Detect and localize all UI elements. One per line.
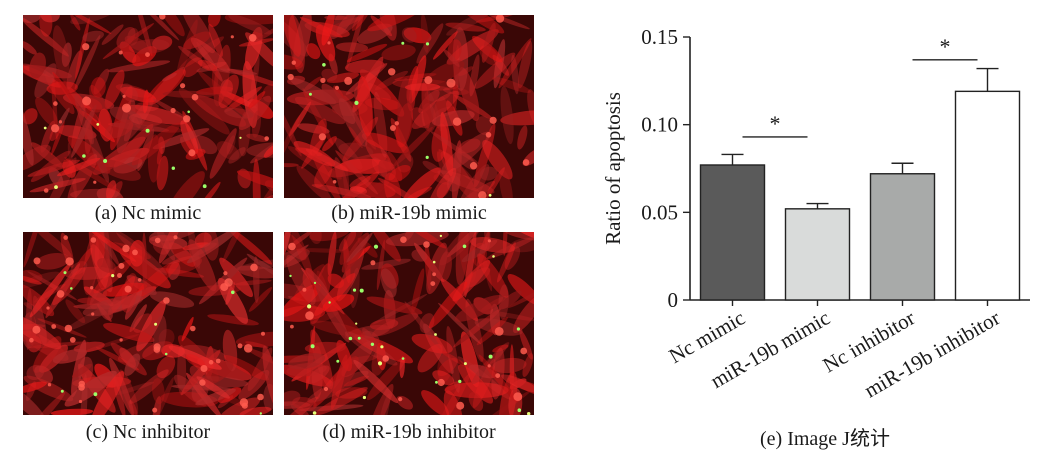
apoptotic-cell-dot: [458, 379, 462, 384]
micro-image-b: [284, 15, 534, 198]
micro-caption-c: (c) Nc inhibitor: [85, 421, 211, 443]
apoptotic-cell-dot: [322, 63, 326, 67]
apoptotic-cell-dot: [362, 395, 366, 400]
apoptotic-cell-dot: [111, 274, 115, 278]
apoptotic-cell-dot: [308, 92, 312, 96]
bar: [954, 90, 1021, 301]
apoptotic-cell-dot: [370, 342, 375, 346]
apoptotic-cell-dot: [82, 154, 86, 158]
apoptotic-cell-dot: [425, 42, 430, 46]
micro-image-a: [23, 15, 273, 198]
apoptotic-cell-dot: [377, 361, 383, 366]
micro-image-c: [23, 232, 273, 415]
apoptotic-cell-dot: [352, 288, 357, 292]
y-tick-label: 0.15: [641, 25, 678, 49]
apoptotic-cell-dot: [435, 380, 438, 384]
y-tick-label: 0.10: [641, 113, 678, 137]
apoptotic-cell-dot: [425, 155, 429, 159]
apoptotic-cell-dot: [348, 336, 353, 341]
apoptotic-cell-dot: [96, 123, 100, 126]
micro-image-d: [284, 232, 534, 415]
apoptotic-cell-dot: [60, 389, 64, 393]
apoptotic-cell-dot: [401, 41, 405, 45]
apoptotic-cell-dot: [239, 136, 242, 139]
apoptotic-cell-dot: [462, 244, 467, 249]
apoptotic-cell-dot: [70, 287, 73, 290]
apoptotic-cell-dot: [313, 281, 317, 285]
apoptotic-cell-dot: [373, 244, 379, 249]
apoptotic-cell-dot: [336, 359, 340, 363]
apoptotic-cell-dot: [63, 271, 67, 275]
apoptotic-cell-dot: [516, 327, 520, 331]
apoptotic-cell-dot: [164, 352, 168, 356]
apoptotic-cell-dot: [488, 193, 492, 197]
apoptotic-cell-dot: [310, 344, 315, 349]
apoptotic-cell-dot: [54, 185, 58, 190]
apoptotic-cell-dot: [202, 184, 207, 189]
apoptotic-cell-dot: [93, 392, 98, 397]
apoptotic-cell-dot: [231, 290, 235, 295]
apoptotic-cell-dot: [171, 166, 175, 170]
apoptotic-cell-dot: [492, 255, 495, 258]
micro-caption-a: (a) Nc mimic: [94, 202, 202, 224]
apoptotic-cell-dot: [289, 274, 292, 278]
apoptotic-cell-dot: [355, 322, 358, 325]
significance-star: *: [770, 111, 781, 136]
apoptotic-cell-dot: [434, 333, 437, 336]
y-tick-label: 0: [668, 288, 679, 312]
apoptotic-cell-dot: [463, 362, 467, 366]
bar: [784, 208, 851, 301]
apoptotic-cell-dot: [154, 322, 158, 326]
micro-caption-b: (b) miR-19b mimic: [331, 202, 487, 224]
apoptotic-cell-dot: [527, 412, 531, 415]
bar: [699, 164, 766, 301]
apoptotic-cell-dot: [145, 128, 150, 133]
apoptotic-cell-dot: [359, 288, 364, 293]
apoptotic-cell-dot: [488, 354, 493, 359]
apoptotic-cell-dot: [43, 126, 47, 130]
apoptotic-cell-dot: [328, 301, 331, 304]
apoptotic-cell-dot: [312, 411, 317, 415]
apoptotic-cell-dot: [187, 110, 190, 114]
y-axis-label: Ratio of apoptosis: [601, 92, 625, 245]
bar: [869, 173, 936, 301]
apoptotic-cell-dot: [517, 408, 522, 412]
chart-caption: (e) Image J统计: [760, 428, 890, 450]
apoptotic-cell-dot: [439, 234, 443, 238]
micro-caption-d: (d) miR-19b inhibitor: [322, 421, 496, 443]
apoptotic-cell-dot: [307, 304, 312, 309]
significance-star: *: [940, 34, 951, 59]
apoptotic-cell-dot: [259, 412, 262, 415]
apoptotic-cell-dot: [432, 260, 436, 264]
apoptotic-cell-dot: [103, 159, 108, 163]
y-tick-label: 0.05: [641, 200, 678, 224]
apoptotic-cell-dot: [401, 357, 405, 360]
apoptotic-cell-dot: [354, 100, 359, 105]
apoptotic-cell-dot: [380, 345, 384, 349]
apoptotic-cell-dot: [357, 336, 361, 340]
